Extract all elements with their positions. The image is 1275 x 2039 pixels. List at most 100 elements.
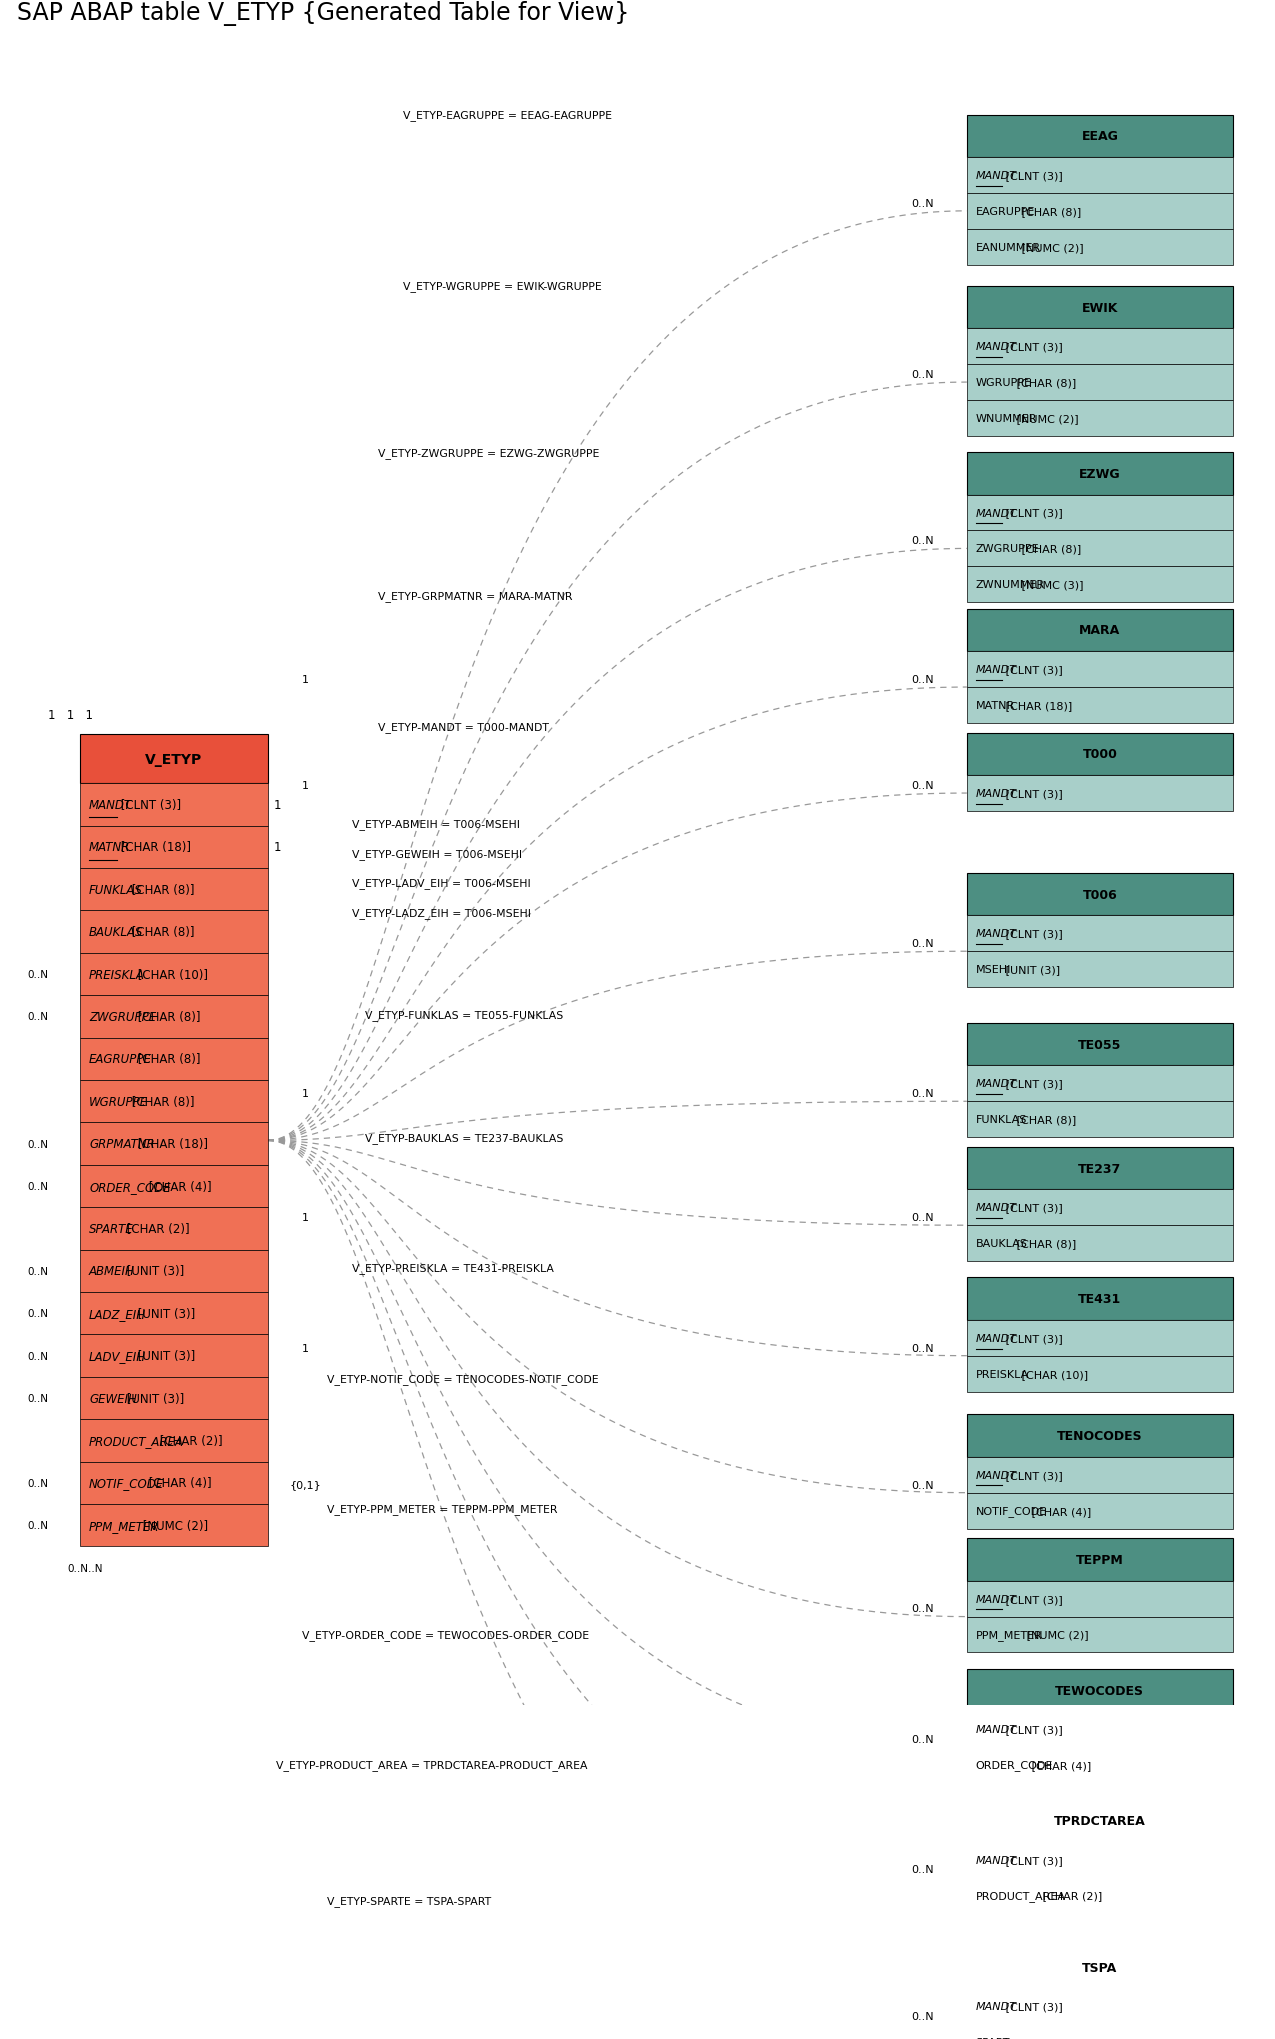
Text: 0..N: 0..N	[28, 1393, 48, 1403]
Text: LADZ_EIH: LADZ_EIH	[89, 1307, 147, 1319]
Text: [CHAR (4)]: [CHAR (4)]	[145, 1476, 212, 1491]
Text: [CHAR (18)]: [CHAR (18)]	[134, 1138, 208, 1150]
FancyBboxPatch shape	[966, 532, 1233, 567]
FancyBboxPatch shape	[80, 1123, 268, 1166]
Text: MANDT: MANDT	[975, 789, 1016, 799]
FancyBboxPatch shape	[966, 1319, 1233, 1356]
FancyBboxPatch shape	[966, 1878, 1233, 1913]
Text: EWIK: EWIK	[1081, 302, 1118, 314]
Text: [NUMC (2)]: [NUMC (2)]	[1023, 1629, 1089, 1639]
Text: 1: 1	[302, 781, 309, 791]
Text: TEPPM: TEPPM	[1076, 1554, 1123, 1566]
Text: [CHAR (4)]: [CHAR (4)]	[1029, 1760, 1091, 1770]
Text: [CHAR (8)]: [CHAR (8)]	[1012, 1238, 1076, 1248]
Text: [CLNT (3)]: [CLNT (3)]	[1002, 1470, 1063, 1480]
Text: EANUMMER: EANUMMER	[975, 243, 1040, 253]
Text: [CLNT (3)]: [CLNT (3)]	[1002, 1334, 1063, 1344]
FancyBboxPatch shape	[80, 1293, 268, 1336]
Text: 0..N: 0..N	[28, 1181, 48, 1191]
Text: FUNKLAS: FUNKLAS	[89, 883, 143, 897]
Text: V_ETYP-GRPMATNR = MARA-MATNR: V_ETYP-GRPMATNR = MARA-MATNR	[377, 591, 572, 602]
FancyBboxPatch shape	[80, 1462, 268, 1505]
Text: [UNIT (3)]: [UNIT (3)]	[134, 1350, 195, 1362]
FancyBboxPatch shape	[966, 116, 1233, 157]
Text: [CLNT (3)]: [CLNT (3)]	[1002, 2002, 1063, 2010]
Text: V_ETYP-WGRUPPE = EWIK-WGRUPPE: V_ETYP-WGRUPPE = EWIK-WGRUPPE	[403, 281, 602, 292]
FancyBboxPatch shape	[966, 1066, 1233, 1101]
Text: ZWNUMMER: ZWNUMMER	[975, 579, 1044, 589]
FancyBboxPatch shape	[966, 652, 1233, 687]
Text: V_ETYP-ZWGRUPPE = EZWG-ZWGRUPPE: V_ETYP-ZWGRUPPE = EZWG-ZWGRUPPE	[377, 447, 599, 459]
Text: MANDT: MANDT	[975, 1725, 1016, 1735]
FancyBboxPatch shape	[966, 1711, 1233, 1747]
Text: V_ETYP-GEWEIH = T006-MSEHI: V_ETYP-GEWEIH = T006-MSEHI	[352, 848, 523, 858]
Text: EAGRUPPE: EAGRUPPE	[89, 1052, 152, 1066]
Text: 0..N: 0..N	[28, 1309, 48, 1319]
Text: 0..N: 0..N	[912, 1480, 933, 1491]
Text: 0..N: 0..N	[912, 1733, 933, 1743]
FancyBboxPatch shape	[966, 1225, 1233, 1262]
Text: PREISKLA: PREISKLA	[975, 1368, 1029, 1378]
FancyBboxPatch shape	[966, 1841, 1233, 1878]
FancyBboxPatch shape	[966, 734, 1233, 775]
FancyBboxPatch shape	[80, 783, 268, 826]
Text: 1: 1	[302, 675, 309, 685]
Text: EEAG: EEAG	[1081, 130, 1118, 143]
Text: TENOCODES: TENOCODES	[1057, 1429, 1142, 1442]
FancyBboxPatch shape	[966, 1415, 1233, 1458]
Text: [CLNT (3)]: [CLNT (3)]	[1002, 1079, 1063, 1089]
Text: FUNKLAS: FUNKLAS	[975, 1115, 1028, 1126]
Text: [CLNT (3)]: [CLNT (3)]	[1002, 1594, 1063, 1605]
Text: [CHAR (8)]: [CHAR (8)]	[134, 1011, 200, 1024]
Text: TE055: TE055	[1079, 1038, 1122, 1052]
Text: 0..N: 0..N	[28, 1521, 48, 1531]
Text: [UNIT (3)]: [UNIT (3)]	[122, 1393, 184, 1405]
Text: WGRUPPE: WGRUPPE	[89, 1095, 148, 1109]
FancyBboxPatch shape	[80, 995, 268, 1038]
Text: [CHAR (18)]: [CHAR (18)]	[1002, 701, 1072, 712]
FancyBboxPatch shape	[80, 869, 268, 911]
FancyBboxPatch shape	[966, 916, 1233, 952]
Text: 1: 1	[274, 840, 282, 854]
Text: TPRDCTAREA: TPRDCTAREA	[1054, 1815, 1146, 1827]
FancyBboxPatch shape	[966, 1945, 1233, 1988]
FancyBboxPatch shape	[80, 1250, 268, 1293]
FancyBboxPatch shape	[966, 1024, 1233, 1066]
FancyBboxPatch shape	[80, 1419, 268, 1462]
Text: MARA: MARA	[1079, 624, 1121, 636]
Text: [CLNT (3)]: [CLNT (3)]	[1002, 1725, 1063, 1735]
Text: [CHAR (10)]: [CHAR (10)]	[1017, 1368, 1088, 1378]
Text: TSPA: TSPA	[1082, 1962, 1117, 1974]
Text: V_ETYP-SPARTE = TSPA-SPART: V_ETYP-SPARTE = TSPA-SPART	[328, 1894, 491, 1906]
FancyBboxPatch shape	[966, 1278, 1233, 1319]
Text: [CHAR (2)]: [CHAR (2)]	[157, 1433, 223, 1448]
Text: V_ETYP-PPM_METER = TEPPM-PPM_METER: V_ETYP-PPM_METER = TEPPM-PPM_METER	[328, 1505, 557, 1515]
Text: [NUMC (2)]: [NUMC (2)]	[139, 1519, 209, 1531]
FancyBboxPatch shape	[80, 1207, 268, 1250]
Text: MANDT: MANDT	[975, 1470, 1016, 1480]
Text: 1: 1	[302, 1089, 309, 1099]
FancyBboxPatch shape	[966, 1580, 1233, 1617]
FancyBboxPatch shape	[966, 402, 1233, 436]
Text: 0..N: 0..N	[912, 1213, 933, 1223]
Text: [CHAR (8)]: [CHAR (8)]	[134, 1052, 200, 1066]
Text: V_ETYP-ORDER_CODE = TEWOCODES-ORDER_CODE: V_ETYP-ORDER_CODE = TEWOCODES-ORDER_CODE	[302, 1629, 589, 1639]
FancyBboxPatch shape	[966, 873, 1233, 916]
Text: 0..N: 0..N	[912, 1089, 933, 1099]
Text: [CHAR (18)]: [CHAR (18)]	[117, 840, 191, 854]
Text: V_ETYP-LADZ_EIH = T006-MSEHI: V_ETYP-LADZ_EIH = T006-MSEHI	[352, 907, 532, 918]
Text: MATNR: MATNR	[89, 840, 130, 854]
Text: EAGRUPPE: EAGRUPPE	[975, 206, 1035, 216]
Text: {0,1}: {0,1}	[289, 1480, 321, 1491]
Text: MANDT: MANDT	[975, 508, 1016, 518]
FancyBboxPatch shape	[966, 775, 1233, 812]
Text: [CLNT (3)]: [CLNT (3)]	[1002, 1203, 1063, 1213]
Text: 1: 1	[274, 799, 282, 812]
Text: PREISKLA: PREISKLA	[89, 969, 145, 981]
Text: 0..N: 0..N	[28, 971, 48, 979]
Text: [CLNT (3)]: [CLNT (3)]	[1002, 343, 1063, 353]
Text: [CHAR (8)]: [CHAR (8)]	[129, 926, 195, 938]
Text: MANDT: MANDT	[975, 1079, 1016, 1089]
FancyBboxPatch shape	[80, 954, 268, 995]
FancyBboxPatch shape	[80, 1505, 268, 1548]
